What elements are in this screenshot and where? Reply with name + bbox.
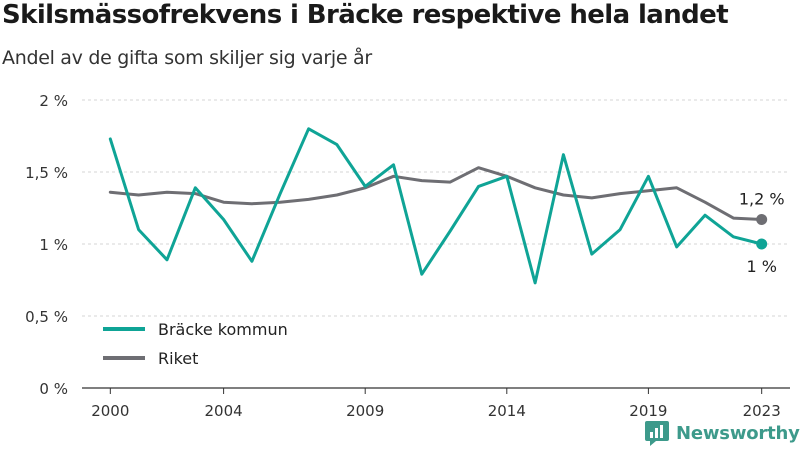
series-line-bracke xyxy=(108,127,764,285)
newsworthy-logo: Newsworthy xyxy=(644,420,800,446)
y-tick-label: 1,5 % xyxy=(25,164,68,182)
end-label-bracke: 1 % xyxy=(746,257,776,276)
end-point-riket xyxy=(756,214,768,226)
y-tick-label: 0 % xyxy=(39,380,68,398)
x-tick-label: 2009 xyxy=(346,402,384,420)
x-tick-label: 2004 xyxy=(205,402,243,420)
end-point-bracke xyxy=(756,238,768,250)
chart-title: Skilsmässofrekvens i Bräcke respektive h… xyxy=(2,0,729,30)
brand-name: Newsworthy xyxy=(676,422,800,444)
x-tick-label: 2023 xyxy=(743,402,781,420)
legend-label: Bräcke kommun xyxy=(158,320,288,339)
x-tick-label: 2019 xyxy=(629,402,667,420)
legend-label: Riket xyxy=(158,349,198,368)
newsworthy-icon xyxy=(645,421,669,446)
x-tick-label: 2000 xyxy=(91,402,129,420)
y-tick-label: 2 % xyxy=(39,92,68,110)
y-tick-label: 0,5 % xyxy=(25,308,68,326)
y-tick-label: 1 % xyxy=(39,236,68,254)
chart-subtitle: Andel av de gifta som skiljer sig varje … xyxy=(2,47,372,69)
end-label-riket: 1,2 % xyxy=(739,190,785,209)
x-tick-label: 2014 xyxy=(488,402,526,420)
